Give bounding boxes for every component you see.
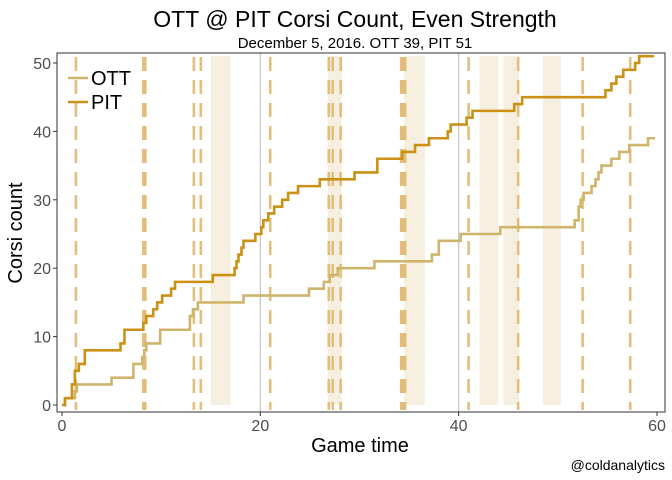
y-axis-label: Corsi count: [5, 182, 27, 284]
y-tick-label: 20: [33, 261, 51, 278]
legend-label-ott: OTT: [91, 68, 131, 90]
plot-background: [57, 53, 665, 412]
x-tick-label: 0: [58, 418, 67, 435]
chart-subtitle: December 5, 2016. OTT 39, PIT 51: [238, 35, 473, 52]
x-tick-label: 20: [251, 418, 269, 435]
x-tick-label: 40: [450, 418, 468, 435]
y-tick-label: 40: [33, 124, 51, 141]
chart-title: OTT @ PIT Corsi Count, Even Strength: [153, 6, 556, 32]
y-tick-label: 0: [42, 398, 51, 415]
shaded-band: [503, 56, 519, 405]
y-tick-label: 30: [33, 193, 51, 210]
x-axis-ticks: 0 20 40 60: [58, 412, 666, 435]
y-axis-ticks: 0 10 20 30 40 50: [33, 56, 57, 415]
legend-label-pit: PIT: [91, 92, 122, 114]
y-tick-label: 50: [33, 56, 51, 73]
y-tick-label: 10: [33, 330, 51, 347]
x-tick-label: 60: [648, 418, 666, 435]
shaded-band: [479, 56, 498, 405]
x-axis-label: Game time: [311, 435, 409, 457]
shaded-band: [543, 56, 561, 405]
shaded-band: [404, 56, 425, 405]
chart-caption: @coldanalytics: [571, 457, 665, 473]
plot-area: [57, 53, 665, 412]
shaded-band: [211, 56, 231, 405]
